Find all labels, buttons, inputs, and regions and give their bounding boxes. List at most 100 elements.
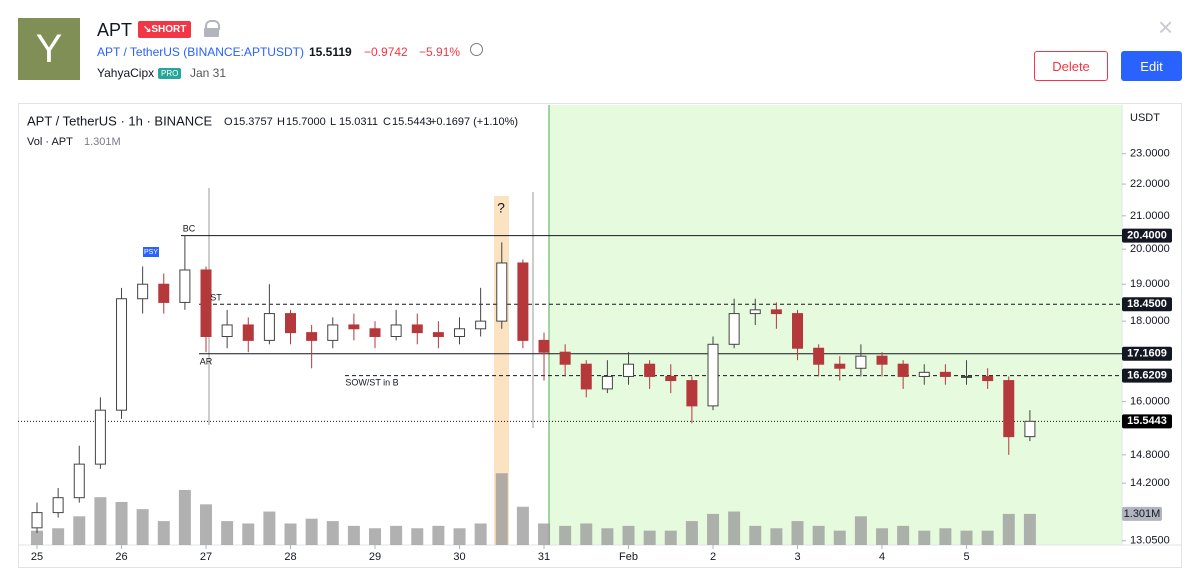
price-label-box — [1122, 297, 1172, 312]
candle-body — [52, 497, 64, 514]
volume-bar — [284, 523, 297, 545]
y-tick-label: 16.0000 — [1130, 395, 1170, 407]
position-zone — [549, 105, 1122, 545]
x-tick-label: 27 — [200, 551, 212, 563]
volume-bar — [242, 523, 255, 545]
annotation: PSY — [144, 249, 158, 256]
volume-bar — [791, 521, 804, 545]
ohlc-value: 15.3757 — [233, 116, 273, 128]
x-tick-label: 28 — [284, 551, 296, 563]
candle-body — [242, 324, 254, 341]
volume-bar — [411, 528, 424, 545]
candle-body — [475, 320, 487, 330]
delete-button[interactable]: Delete — [1034, 51, 1108, 81]
volume-bar — [939, 528, 952, 545]
ohlc-change: +0.1697 (+1.10%) — [430, 116, 518, 128]
candle-body — [623, 363, 635, 377]
lock-icon — [205, 20, 220, 30]
volume-bar — [369, 528, 382, 545]
candle-body — [749, 309, 761, 315]
volume-bar — [643, 530, 656, 545]
volume-bar — [516, 506, 529, 545]
candle-body — [390, 324, 402, 337]
annotation: ? — [497, 200, 505, 216]
volume-bar — [221, 521, 234, 545]
volume-bar — [960, 530, 973, 545]
close-button[interactable]: × — [1158, 12, 1174, 42]
symbol-price: 15.5119 — [309, 45, 352, 59]
candle-body — [855, 355, 867, 369]
candle-body — [728, 313, 740, 345]
volume-legend-value: 1.301M — [84, 136, 121, 148]
x-tick-label: 3 — [794, 551, 800, 563]
symbol-change: −0.9742 — [364, 45, 408, 59]
price-label: 20.4000 — [1127, 230, 1167, 242]
y-tick-label: 21.0000 — [1130, 210, 1170, 222]
x-tick-label: 29 — [369, 551, 381, 563]
candle-body — [834, 363, 846, 369]
candle-body — [369, 328, 381, 337]
volume-bar — [854, 516, 867, 545]
volume-bar — [812, 525, 825, 545]
price-label-box — [1122, 228, 1172, 243]
volume-bar — [200, 504, 213, 545]
annotation: SOW/ST in B — [345, 377, 398, 387]
x-tick-label: 25 — [31, 551, 43, 563]
idea-title: APT — [97, 20, 133, 40]
x-tick-label: 30 — [453, 551, 465, 563]
volume-bar — [981, 530, 994, 545]
price-label-box — [1122, 346, 1172, 361]
candle-body — [179, 269, 191, 303]
author[interactable]: YahyaCipx — [97, 66, 155, 80]
alert-icon[interactable] — [470, 43, 483, 56]
volume-bar — [390, 525, 403, 545]
price-label: 18.4500 — [1127, 298, 1167, 310]
candle-body — [1024, 420, 1036, 438]
x-tick-label: 5 — [963, 551, 969, 563]
volume-bar — [157, 521, 170, 545]
candle-body — [686, 380, 698, 407]
candle-body — [327, 324, 339, 341]
avatar[interactable]: Y — [18, 18, 80, 80]
candle-body — [285, 313, 297, 334]
candle-body — [707, 343, 719, 407]
volume-bar — [1023, 513, 1036, 545]
pro-badge: PRO — [158, 68, 182, 79]
price-label: 16.6209 — [1127, 369, 1167, 381]
edit-button[interactable]: Edit — [1121, 51, 1182, 81]
candle-body — [200, 269, 212, 337]
volume-bar — [538, 523, 551, 545]
x-tick-label: 26 — [115, 551, 127, 563]
ohlc-key: L — [330, 116, 336, 128]
candle-body — [263, 313, 275, 341]
volume-bar — [52, 528, 65, 545]
volume-bar — [876, 528, 889, 545]
volume-bar — [453, 528, 466, 545]
candle-body — [644, 363, 656, 377]
candle-body — [158, 283, 170, 303]
candle-body — [939, 371, 951, 377]
annotation: ST — [210, 292, 222, 302]
candle-body — [982, 375, 994, 382]
volume-bar — [918, 530, 931, 545]
candle-body — [454, 328, 466, 337]
volume-bar — [559, 525, 572, 545]
volume-bar — [601, 528, 614, 545]
short-badge: ↘SHORT — [138, 21, 192, 38]
ohlc-value: 15.7000 — [286, 116, 326, 128]
y-tick-label: 23.0000 — [1130, 148, 1170, 160]
volume-bar — [474, 523, 487, 545]
volume-bar — [94, 497, 107, 545]
symbol-change-pct: −5.91% — [419, 45, 461, 59]
volume-bar — [685, 521, 698, 545]
volume-bar — [347, 525, 360, 545]
volume-bar — [31, 530, 44, 545]
symbol-link[interactable]: APT / TetherUS (BINANCE:APTUSDT) — [97, 45, 304, 59]
volume-bar — [707, 513, 720, 545]
candle-body — [306, 332, 318, 341]
price-label-box — [1122, 368, 1172, 383]
price-label-box — [1122, 414, 1172, 429]
volume-bar — [115, 501, 128, 545]
ohlc-key: H — [277, 116, 285, 128]
